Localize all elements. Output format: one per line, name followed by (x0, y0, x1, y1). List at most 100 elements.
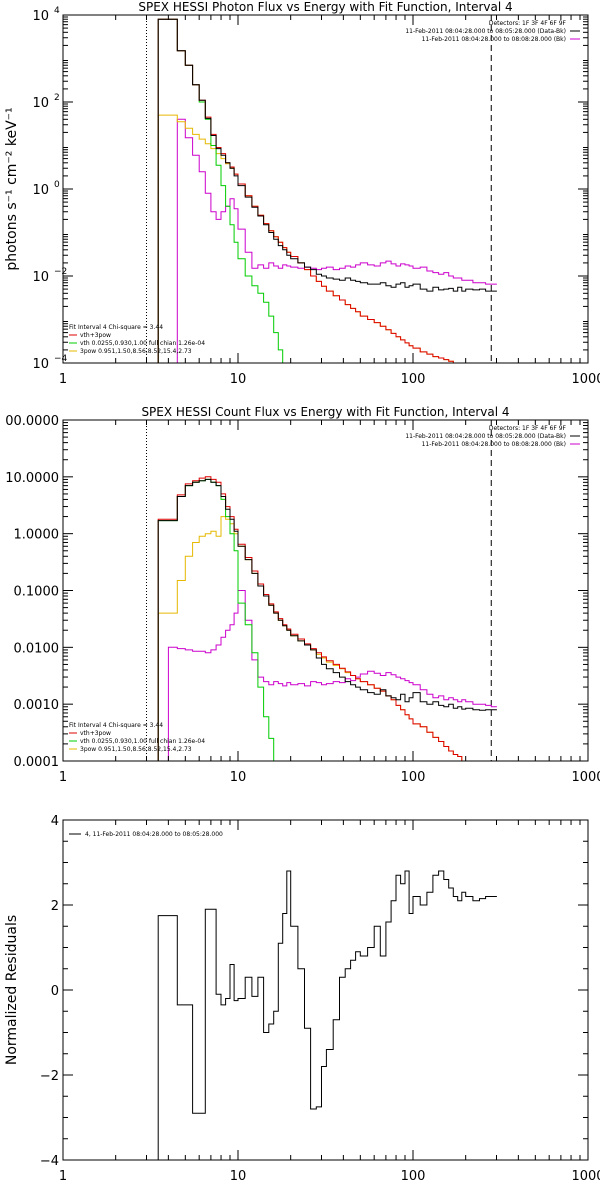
data-point (245, 624, 246, 625)
data-point (268, 1023, 269, 1024)
data-point (350, 308, 351, 309)
data-point (273, 332, 274, 333)
data-point (229, 964, 230, 965)
data-point (461, 280, 462, 281)
data-point (310, 269, 311, 270)
y-tick-exponent: −4 (54, 354, 68, 364)
data-point (192, 155, 193, 156)
y-tick-label: 0.0100 (14, 641, 60, 656)
data-point (432, 875, 433, 876)
data-point (263, 716, 264, 717)
data-point (360, 681, 361, 682)
data-point (426, 290, 427, 291)
data-point (225, 509, 226, 510)
data-point (472, 900, 473, 901)
data-point (278, 349, 279, 350)
data-point (412, 348, 413, 349)
legend-entry: 11-Feb-2011 08:04:28.000 to 08:05:28.000… (405, 28, 566, 35)
y-axis: 10 −4 10 −2 10 0 10 2 10 4 (32, 6, 588, 372)
data-point (409, 697, 410, 698)
data-point (360, 262, 361, 263)
data-point (333, 269, 334, 270)
data-point (297, 683, 298, 684)
data-point (316, 274, 317, 275)
y-axis: 0.0001 0.0010 0.0100 0.1000 1.0000 10.0000 00.… (5, 414, 588, 770)
data-point (290, 267, 291, 268)
data-point (304, 1028, 305, 1029)
data-point (443, 359, 444, 360)
data-point (220, 1004, 221, 1005)
series-points-0 (146, 590, 492, 762)
data-point (205, 193, 206, 194)
data-point (278, 268, 279, 269)
data-point (326, 290, 327, 291)
y-tick-label: 0 (51, 984, 59, 999)
series-line-1 (146, 114, 497, 363)
data-point (185, 649, 186, 650)
data-point (355, 686, 356, 687)
series-points-1 (146, 516, 466, 762)
data-point (350, 684, 351, 685)
legend-entry: 11-Feb-2011 08:04:28.000 to 08:05:28.000… (405, 433, 566, 440)
data-point (339, 268, 340, 269)
data-point (339, 977, 340, 978)
data-point (360, 673, 361, 674)
data-point (310, 275, 311, 276)
data-point (321, 275, 322, 276)
data-point (420, 904, 421, 905)
x-tick-label: 1 (59, 372, 67, 387)
series-line-2 (146, 18, 295, 363)
data-point (304, 269, 305, 270)
data-point (395, 699, 396, 700)
data-point (245, 252, 246, 253)
data-point (395, 875, 396, 876)
data-point (472, 289, 473, 290)
data-point (199, 139, 200, 140)
data-point (374, 284, 375, 285)
data-point (400, 883, 401, 884)
data-point (225, 519, 226, 520)
data-point (385, 921, 386, 922)
data-point (404, 680, 405, 681)
data-point (257, 215, 258, 216)
data-point (339, 676, 340, 677)
data-point (461, 699, 462, 700)
data-point (380, 675, 381, 676)
data-point (461, 290, 462, 291)
y-axis-label: photons s⁻¹ cm⁻² keV⁻¹ (4, 107, 20, 270)
data-point (491, 706, 492, 707)
data-point (278, 683, 279, 684)
data-point (472, 709, 473, 710)
data-point (263, 1032, 264, 1033)
data-point (268, 684, 269, 685)
data-point (400, 263, 401, 264)
data-point (350, 280, 351, 281)
data-point (448, 887, 449, 888)
series-points-3 (146, 476, 466, 761)
data-point (185, 65, 186, 66)
series-line-4 (146, 478, 497, 761)
data-point (432, 737, 433, 738)
data-point (395, 336, 396, 337)
legend-entry: vth 0.0255,0.930,1.00 full chian 1.26e-0… (80, 738, 205, 745)
data-point (326, 660, 327, 661)
data-point (199, 171, 200, 172)
x-axis: 1 10 100 1000 (59, 820, 600, 1184)
data-point (438, 695, 439, 696)
data-point (168, 114, 169, 115)
series-points-2 (146, 479, 283, 762)
data-point (290, 684, 291, 685)
data-point (225, 998, 226, 999)
data-point (391, 697, 392, 698)
data-point (432, 701, 433, 702)
y-tick-label: 10 (32, 270, 49, 285)
data-point (321, 684, 322, 685)
data-point (316, 682, 317, 683)
data-point (273, 613, 274, 614)
data-point (345, 968, 346, 969)
series-line-4 (146, 18, 497, 363)
data-point (268, 232, 269, 233)
data-point (391, 699, 392, 700)
data-point (374, 926, 375, 927)
data-point (360, 282, 361, 283)
